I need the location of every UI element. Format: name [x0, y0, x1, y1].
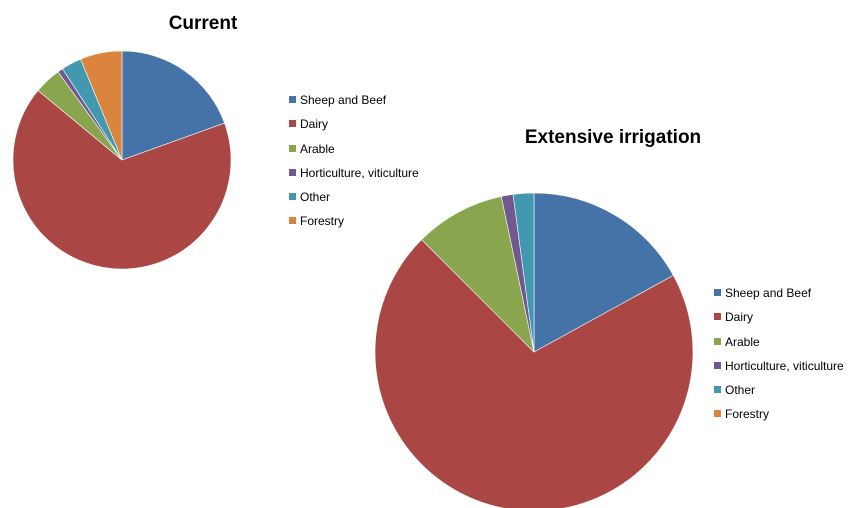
chart-title-extensive-irrigation: Extensive irrigation: [525, 127, 701, 148]
legend-label: Other: [725, 383, 755, 397]
pie-slice-dairy: [12, 90, 232, 270]
pie-extensive-irrigation: [374, 192, 694, 508]
legend-swatch: [289, 145, 296, 152]
legend-label: Horticulture, viticulture: [725, 359, 844, 373]
chart-title-current: Current: [169, 13, 238, 34]
legend-label: Sheep and Beef: [300, 93, 387, 107]
legend-swatch: [289, 217, 296, 224]
legend-swatch: [289, 120, 296, 127]
legend-swatch: [714, 362, 721, 369]
legend-current: Sheep and Beef Dairy Arable Horticulture…: [289, 93, 419, 228]
legend-swatch: [289, 193, 296, 200]
legend-swatch: [714, 313, 721, 320]
legend-swatch: [714, 338, 721, 345]
pie-slice-dairy: [374, 239, 694, 508]
legend-swatch: [714, 386, 721, 393]
chart-current: Current Sheep and Beef Dairy Arable Hort…: [12, 13, 419, 270]
legend-swatch: [714, 410, 721, 417]
legend-item-dairy: Dairy: [714, 310, 753, 324]
legend-label: Arable: [300, 142, 335, 156]
legend-item-sheep-and-beef: Sheep and Beef: [714, 286, 812, 300]
pie-slice-sheep-and-beef: [121, 50, 225, 161]
legend-label: Other: [300, 190, 330, 204]
pie-current: [12, 50, 232, 270]
legend-label: Dairy: [300, 117, 328, 131]
pie-slice-forestry: [80, 50, 123, 161]
legend-label: Horticulture, viticulture: [300, 166, 419, 180]
legend-item-horticulture-viticulture: Horticulture, viticulture: [714, 359, 844, 373]
legend-item-horticulture-viticulture: Horticulture, viticulture: [289, 166, 419, 180]
legend-item-forestry: Forestry: [289, 214, 344, 228]
legend-label: Forestry: [300, 214, 344, 228]
chart-extensive-irrigation: Extensive irrigation Sheep and Beef Dair…: [374, 127, 844, 508]
legend-item-sheep-and-beef: Sheep and Beef: [289, 93, 387, 107]
legend-item-other: Other: [714, 383, 755, 397]
legend-label: Forestry: [725, 407, 769, 421]
legend-extensive-irrigation: Sheep and Beef Dairy Arable Horticulture…: [714, 286, 844, 421]
legend-item-arable: Arable: [289, 142, 335, 156]
legend-item-arable: Arable: [714, 335, 760, 349]
pie-slice-other: [512, 192, 535, 353]
legend-label: Arable: [725, 335, 760, 349]
pie-slice-sheep-and-beef: [533, 192, 674, 353]
pie-slice-arable: [421, 196, 535, 353]
legend-item-dairy: Dairy: [289, 117, 328, 131]
legend-item-other: Other: [289, 190, 330, 204]
legend-label: Sheep and Beef: [725, 286, 812, 300]
legend-swatch: [714, 289, 721, 296]
legend-swatch: [289, 96, 296, 103]
legend-item-forestry: Forestry: [714, 407, 769, 421]
legend-swatch: [289, 169, 296, 176]
legend-label: Dairy: [725, 310, 753, 324]
